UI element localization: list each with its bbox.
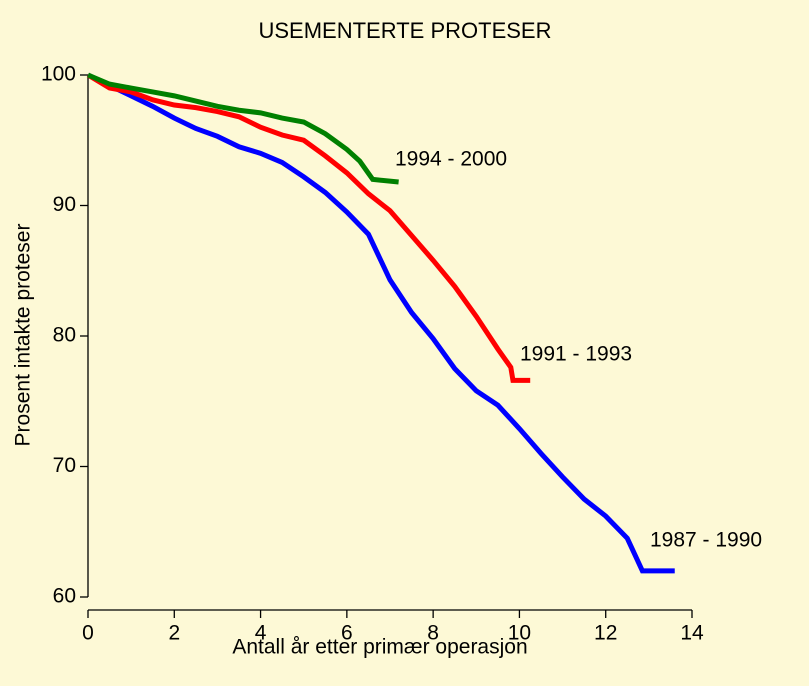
series-line bbox=[87, 72, 399, 185]
y-axis-label: Prosent intakte proteser bbox=[12, 224, 35, 447]
x-tick-label: 0 bbox=[82, 622, 94, 645]
series-label: 1994 - 2000 bbox=[395, 148, 507, 171]
series-label: 1991 - 1993 bbox=[520, 343, 632, 366]
x-tick-label: 2 bbox=[168, 622, 180, 645]
y-tick-label: 90 bbox=[53, 193, 76, 216]
x-tick-label: 14 bbox=[680, 622, 704, 645]
series-label: 1987 - 1990 bbox=[650, 529, 762, 552]
y-tick-label: 80 bbox=[53, 324, 76, 347]
y-tick-label: 70 bbox=[53, 454, 76, 477]
x-tick-label: 4 bbox=[255, 622, 267, 645]
y-tick-label: 60 bbox=[53, 585, 76, 608]
x-tick-label: 12 bbox=[594, 622, 617, 645]
chart-title: USEMENTERTE PROTESER bbox=[259, 18, 552, 43]
x-tick-label: 8 bbox=[427, 622, 439, 645]
x-tick-label: 10 bbox=[508, 622, 531, 645]
series-line bbox=[86, 72, 531, 383]
x-tick-label: 6 bbox=[341, 622, 353, 645]
y-tick-label: 100 bbox=[41, 63, 76, 86]
series-line bbox=[86, 72, 675, 574]
x-axis-label: Antall år etter primær operasjon bbox=[232, 636, 527, 659]
